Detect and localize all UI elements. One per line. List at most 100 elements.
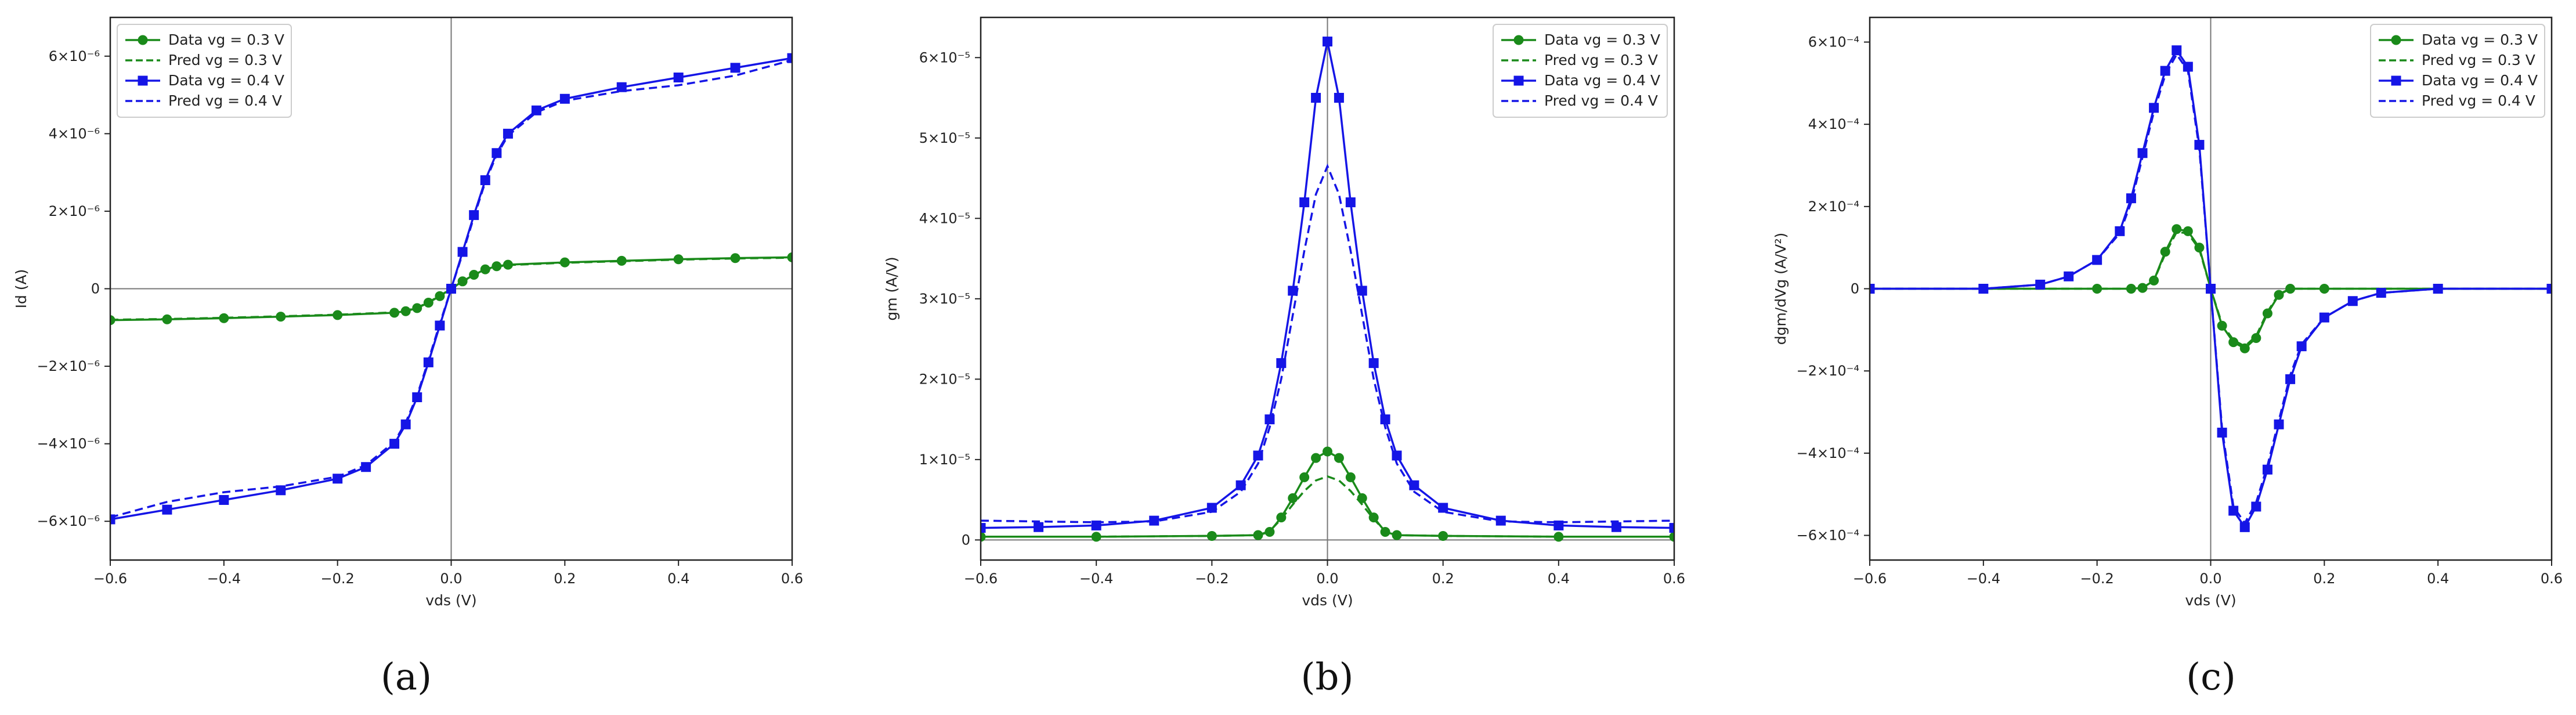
data-point-b-2-15	[1357, 286, 1367, 296]
xtick-label-c-3: 0.0	[2199, 570, 2221, 587]
data-point-b-0-18	[1669, 532, 1674, 542]
data-point-b-2-14	[1345, 197, 1356, 208]
legend-c: Data vg = 0.3 V Pred vg = 0.3 V Data vg = …	[2370, 24, 2545, 118]
legend-label-c-2: Data vg = 0.4 V	[2422, 72, 2538, 89]
xtick-label-a-1: −0.4	[207, 570, 241, 587]
ytick-label-c-6: 6×10⁻⁴	[1808, 34, 1859, 50]
series-group-b	[981, 37, 1674, 542]
series-line-b-1	[981, 475, 1674, 538]
data-point-a-2-1	[162, 504, 172, 515]
legend-marker-c-0	[2391, 35, 2401, 45]
panel-c: −0.6 −0.4 −0.2 0.0 0.2 0.4 0.6 −6×10⁻⁴ −4×10⁻⁴ −2…	[1772, 16, 2563, 699]
legend-label-a-1: Pred vg = 0.3 V	[168, 52, 282, 68]
plot-area-a: −0.6 −0.4 −0.2 0.0 0.2 0.4 0.6 −6×10⁻⁶ −4×10⁻⁶ −2…	[37, 16, 803, 587]
ytick-label-b-1: 1×10⁻⁵	[919, 452, 970, 468]
panel-a: −0.6 −0.4 −0.2 0.0 0.2 0.4 0.6 −6×10⁻⁶ −4×10⁻⁶ −2…	[13, 16, 803, 699]
ytick-label-a-1: −4×10⁻⁶	[37, 436, 100, 452]
data-point-a-2-2	[219, 494, 229, 505]
data-point-c-2-6	[2126, 193, 2136, 204]
data-point-b-2-12	[1323, 37, 1332, 47]
data-point-c-0-15	[2262, 308, 2272, 319]
legend-box-a	[117, 24, 292, 118]
ytick-label-b-0: 0	[962, 532, 970, 548]
legend-label-a-3: Pred vg = 0.4 V	[168, 92, 282, 109]
legend-label-b-2: Data vg = 0.4 V	[1544, 72, 1660, 89]
legend-b: Data vg = 0.3 V Pred vg = 0.3 V Data vg = …	[1493, 24, 1668, 118]
legend-label-a-2: Data vg = 0.4 V	[168, 72, 284, 89]
legend-a: Data vg = 0.3 V Pred vg = 0.3 V Data vg = …	[117, 24, 292, 118]
legend-label-b-3: Pred vg = 0.4 V	[1544, 92, 1658, 109]
ytick-label-b-6: 6×10⁻⁵	[919, 49, 970, 66]
legend-label-c-3: Pred vg = 0.4 V	[2422, 92, 2535, 109]
legend-marker-b-0	[1513, 35, 1524, 45]
xtick-label-a-0: −0.6	[93, 570, 127, 587]
ytick-label-a-2: −2×10⁻⁶	[37, 358, 100, 374]
legend-label-c-0: Data vg = 0.3 V	[2422, 31, 2538, 48]
data-point-b-0-11	[1345, 472, 1356, 482]
ytick-label-a-4: 2×10⁻⁶	[49, 203, 100, 219]
legend-box-b	[1493, 24, 1668, 118]
legend-box-c	[2370, 24, 2545, 118]
data-point-b-2-13	[1334, 93, 1344, 103]
xtick-label-b-4: 0.2	[1432, 570, 1454, 587]
xtick-label-a-5: 0.4	[667, 570, 689, 587]
data-point-c-0-17	[2285, 284, 2296, 294]
panel-b: −0.6 −0.4 −0.2 0.0 0.2 0.4 0.6 0 1×10⁻⁵ 2×10⁻⁵ 3×1…	[883, 16, 1685, 699]
data-point-b-0-13	[1368, 512, 1379, 523]
legend-marker-a-0	[138, 35, 148, 45]
legend-marker-a-2	[138, 75, 148, 86]
xtick-label-b-3: 0.0	[1316, 570, 1338, 587]
data-point-a-2-19	[616, 82, 627, 92]
legend-label-a-0: Data vg = 0.3 V	[168, 31, 284, 48]
series-group-a	[110, 53, 792, 525]
data-point-a-2-22	[787, 53, 792, 63]
ylabel-a: Id (A)	[13, 269, 30, 309]
ytick-label-c-3: 0	[1851, 281, 1859, 297]
ytick-label-b-4: 4×10⁻⁵	[919, 210, 970, 226]
xlabel-b: vds (V)	[1302, 592, 1353, 609]
ytick-label-c-0: −6×10⁻⁴	[1797, 528, 1859, 544]
panel-label-c: (c)	[2186, 656, 2236, 699]
ytick-label-c-1: −4×10⁻⁴	[1797, 445, 1859, 461]
series-line-c-3	[1870, 52, 2552, 525]
legend-label-c-1: Pred vg = 0.3 V	[2422, 52, 2535, 68]
xtick-label-c-4: 0.2	[2313, 570, 2335, 587]
xtick-label-c-1: −0.4	[1967, 570, 2000, 587]
data-point-b-0-8	[1311, 453, 1321, 463]
data-point-b-2-11	[1311, 93, 1321, 103]
ytick-label-b-2: 2×10⁻⁵	[919, 371, 970, 387]
ytick-label-b-3: 3×10⁻⁵	[919, 291, 970, 307]
ytick-label-c-5: 4×10⁻⁴	[1808, 116, 1859, 132]
data-point-a-2-20	[673, 73, 684, 83]
data-point-b-0-7	[1299, 472, 1310, 482]
xtick-label-a-4: 0.2	[554, 570, 576, 587]
xlabel-c: vds (V)	[2185, 592, 2236, 609]
data-point-b-0-6	[1288, 493, 1298, 503]
data-point-c-2-10	[2172, 45, 2182, 56]
xlabel-a: vds (V)	[425, 592, 476, 609]
data-point-a-2-21	[730, 63, 740, 73]
xtick-label-c-0: −0.6	[1853, 570, 1887, 587]
legend-marker-c-2	[2391, 75, 2401, 86]
data-point-a-2-0	[110, 514, 115, 525]
ylabel-b: gm (A/V)	[883, 257, 900, 320]
data-point-c-2-9	[2160, 66, 2170, 76]
data-point-b-2-10	[1299, 197, 1310, 208]
xtick-label-a-2: −0.2	[321, 570, 355, 587]
ytick-label-a-5: 4×10⁻⁶	[49, 125, 100, 142]
legend-label-b-0: Data vg = 0.3 V	[1544, 31, 1660, 48]
plot-area-b: −0.6 −0.4 −0.2 0.0 0.2 0.4 0.6 0 1×10⁻⁵ 2×10⁻⁵ 3×1…	[919, 16, 1685, 587]
xtick-label-b-5: 0.4	[1548, 570, 1570, 587]
xtick-label-c-2: −0.2	[2080, 570, 2114, 587]
xtick-label-a-6: 0.6	[781, 570, 803, 587]
data-point-b-0-10	[1334, 453, 1344, 463]
data-point-b-2-24	[1669, 523, 1674, 533]
xtick-label-b-6: 0.6	[1663, 570, 1685, 587]
panel-label-a: (a)	[381, 656, 432, 699]
data-point-b-2-1	[1034, 522, 1044, 532]
data-point-b-0-9	[1323, 446, 1332, 457]
ytick-label-c-4: 2×10⁻⁴	[1808, 198, 1859, 215]
data-point-c-0-14	[2251, 333, 2261, 343]
ytick-label-a-0: −6×10⁻⁶	[37, 513, 100, 529]
xtick-label-c-5: 0.4	[2427, 570, 2449, 587]
